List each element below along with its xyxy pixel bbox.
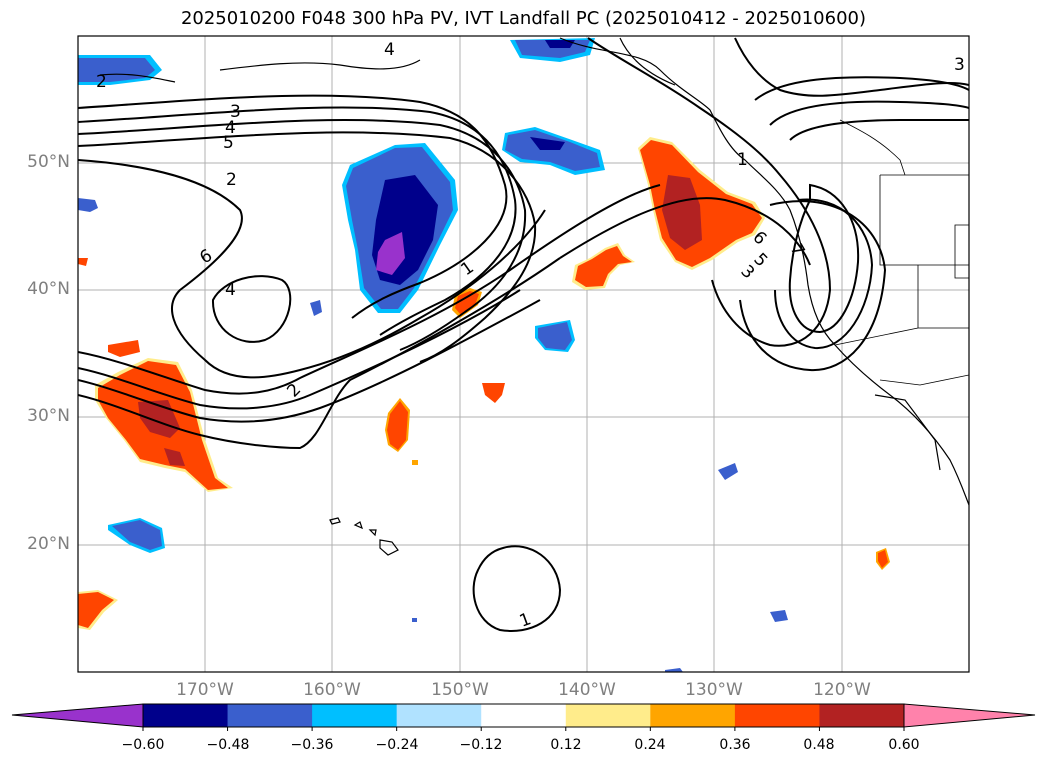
contour-label: 4 xyxy=(384,40,395,60)
colorbar-segment xyxy=(143,704,229,727)
colorbar-segment xyxy=(650,704,736,727)
colorbar xyxy=(11,703,1036,731)
map-frame xyxy=(77,35,970,673)
colorbar-tick-label: −0.24 xyxy=(375,737,419,753)
colorbar-segment xyxy=(819,704,905,727)
colorbar-tick-label: 0.60 xyxy=(888,737,920,753)
lat-tick-label: 40°N xyxy=(27,279,70,299)
colorbar-left-extend xyxy=(11,703,144,728)
colorbar-tick-label: −0.60 xyxy=(121,737,165,753)
coastlines xyxy=(99,37,969,556)
contour-label: 2 xyxy=(96,72,107,92)
colorbar-tick-label: −0.12 xyxy=(459,737,503,753)
contour-label: 4 xyxy=(225,118,236,138)
contour-label: 2 xyxy=(226,170,237,190)
lon-tick-label: 120°W xyxy=(813,680,871,700)
contour-label: 4 xyxy=(225,280,236,300)
colorbar-tick-label: 0.12 xyxy=(550,737,582,753)
colorbar-segment xyxy=(565,704,651,727)
contour-label: 3 xyxy=(230,102,241,122)
colorbar-tick-label: 0.36 xyxy=(719,737,751,753)
political-borders xyxy=(834,119,969,386)
lon-tick-label: 160°W xyxy=(303,680,361,700)
gridlines xyxy=(78,36,969,672)
lon-tick-label: 150°W xyxy=(431,680,489,700)
negative-pv-anomalies xyxy=(78,38,788,672)
colorbar-tick-label: 0.48 xyxy=(803,737,835,753)
colorbar-right-extend xyxy=(903,703,1036,728)
lat-tick-label: 20°N xyxy=(27,534,70,554)
lat-tick-label: 50°N xyxy=(27,152,70,172)
positive-pv-anomalies xyxy=(78,137,890,630)
colorbar-segment xyxy=(312,704,398,727)
colorbar-segment xyxy=(481,704,567,727)
colorbar-segment xyxy=(227,704,313,727)
lon-tick-label: 170°W xyxy=(176,680,234,700)
lat-tick-label: 30°N xyxy=(27,406,70,426)
contour-label: 1 xyxy=(737,150,748,170)
contour-label: 3 xyxy=(954,55,965,75)
map-title: 2025010200 F048 300 hPa PV, IVT Landfall… xyxy=(180,8,867,29)
lon-tick-label: 130°W xyxy=(685,680,743,700)
lon-tick-label: 140°W xyxy=(558,680,616,700)
colorbar-tick-label: 0.24 xyxy=(634,737,666,753)
contour-lines xyxy=(78,37,969,632)
contour-label: 5 xyxy=(223,133,234,153)
colorbar-tick-label: −0.48 xyxy=(206,737,250,753)
colorbar-segment xyxy=(396,704,482,727)
colorbar-segment xyxy=(734,704,820,727)
colorbar-tick-label: −0.36 xyxy=(290,737,334,753)
